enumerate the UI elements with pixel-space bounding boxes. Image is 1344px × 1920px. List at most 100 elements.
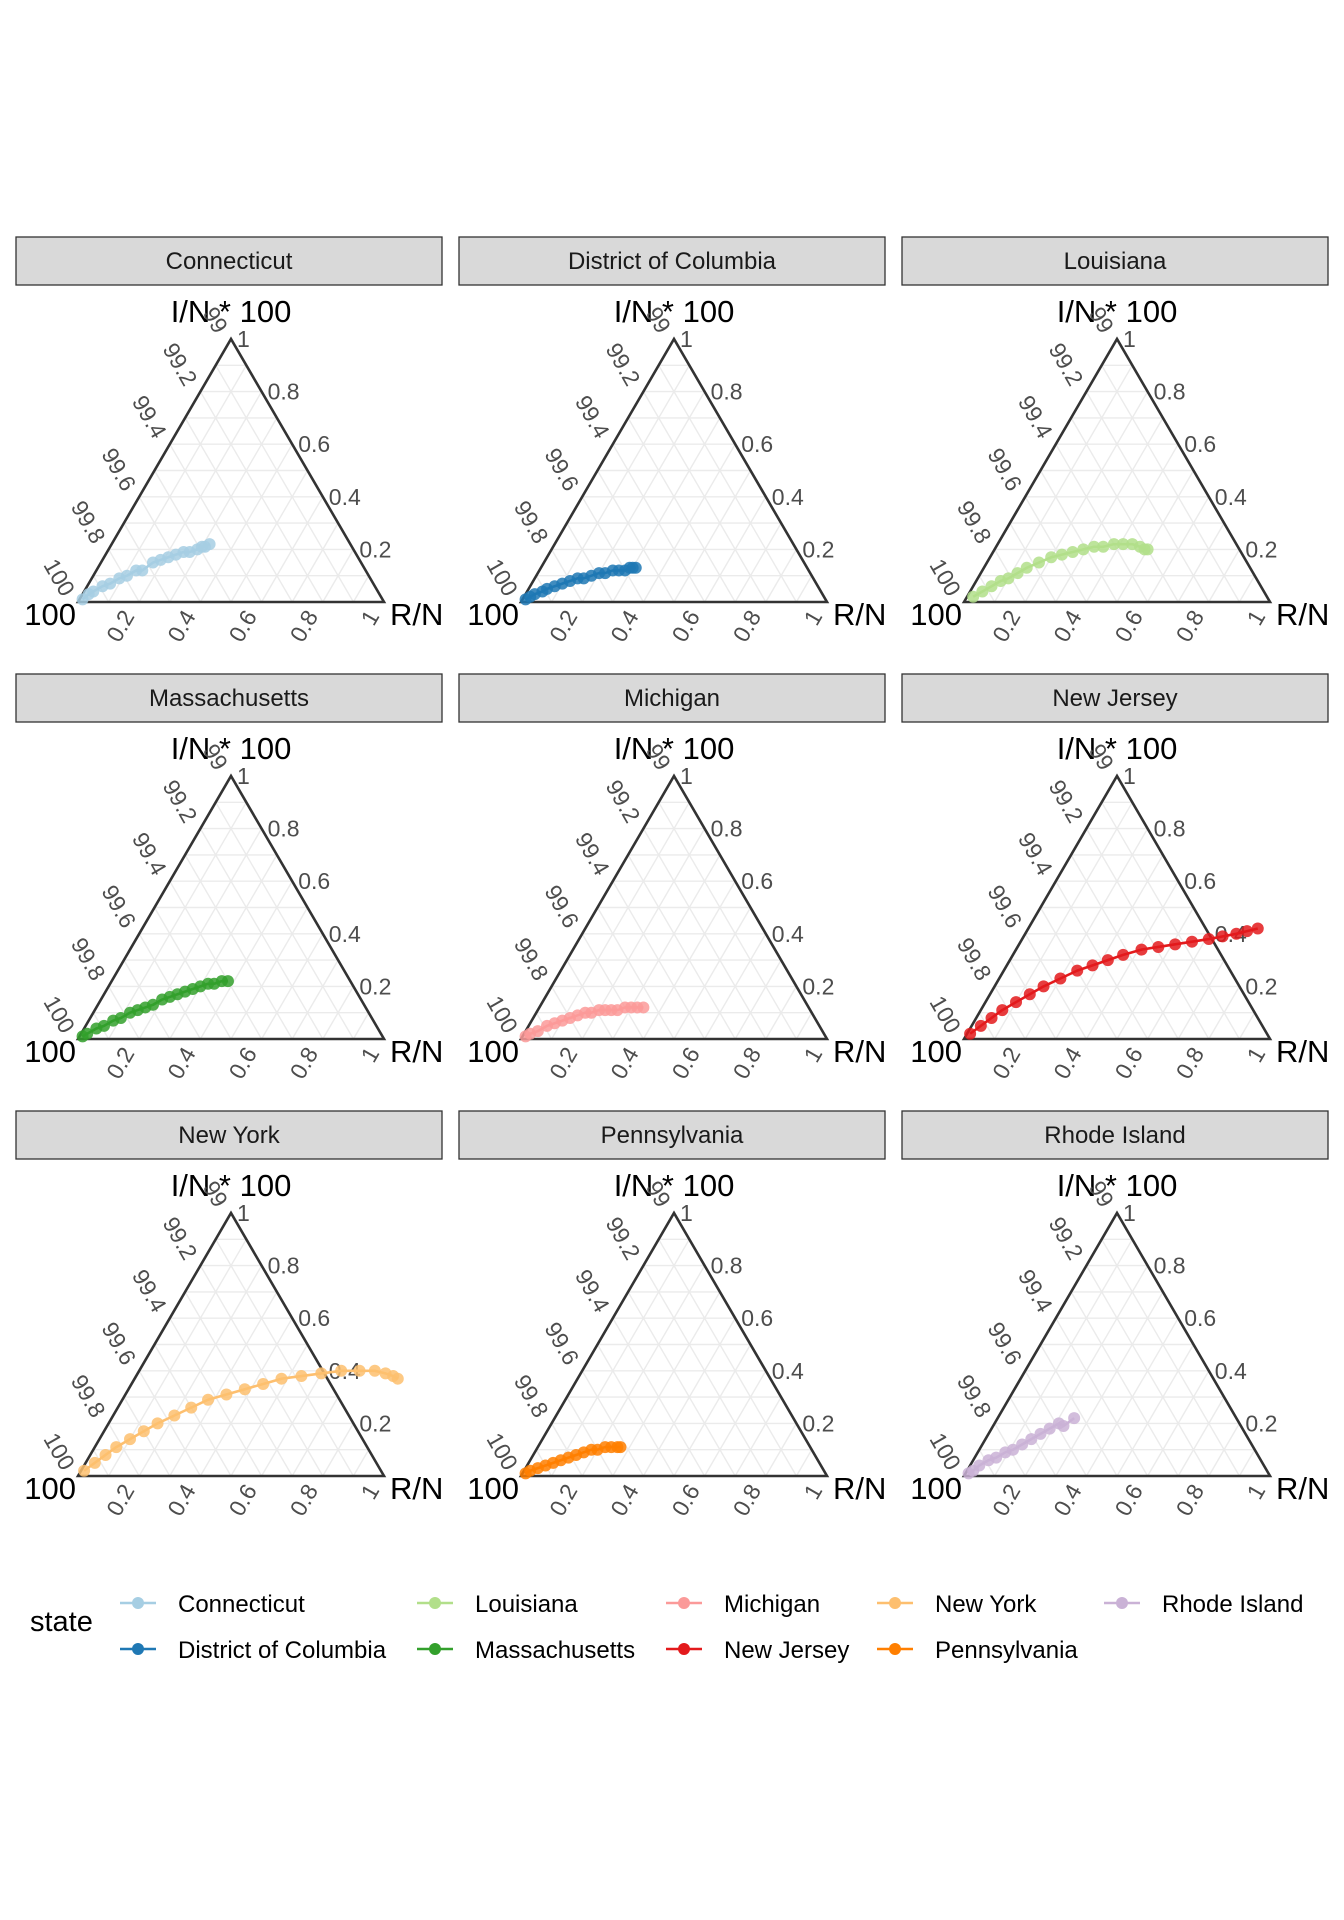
grid-line bbox=[765, 1423, 798, 1477]
left-tick-label: 100 bbox=[924, 1428, 966, 1474]
left-tick-label: 99.6 bbox=[539, 444, 584, 496]
data-point bbox=[295, 1370, 308, 1383]
grid-line bbox=[627, 854, 736, 1040]
grid-line bbox=[138, 933, 202, 1040]
bottom-tick-label: 0.6 bbox=[1109, 1043, 1148, 1084]
grid-line bbox=[352, 1012, 370, 1040]
left-tick-label: 99.2 bbox=[158, 775, 203, 827]
right-tick-label: 0.2 bbox=[359, 1410, 391, 1436]
grid-line bbox=[1101, 364, 1241, 603]
data-point bbox=[315, 1367, 328, 1380]
legend-key-point bbox=[429, 1597, 441, 1609]
data-point bbox=[368, 1364, 381, 1377]
right-tick-label: 0.2 bbox=[802, 536, 834, 562]
left-tick-label: 99.6 bbox=[539, 881, 584, 933]
data-point bbox=[1020, 561, 1033, 574]
data-point bbox=[151, 1417, 164, 1430]
data-point bbox=[1002, 572, 1015, 585]
grid-line bbox=[184, 1291, 293, 1477]
axis-title-top: I/N * 100 bbox=[1057, 731, 1178, 766]
right-tick-label: 0.2 bbox=[359, 973, 391, 999]
facet-panel-district-of-columbia: District of Columbia I/N * 100 100 R/N 100 99… bbox=[458, 236, 886, 646]
bottom-tick-label: 0.4 bbox=[162, 605, 201, 646]
bottom-tick-label: 1 bbox=[798, 1480, 827, 1504]
data-point bbox=[1101, 954, 1114, 967]
data-point bbox=[220, 1388, 233, 1401]
grid-line bbox=[138, 496, 202, 603]
bottom-tick-label: 0.8 bbox=[728, 1480, 767, 1521]
right-tick-label: 0.8 bbox=[711, 1253, 743, 1279]
legend-item: Michigan bbox=[666, 1591, 820, 1618]
bottom-tick-label: 1 bbox=[798, 1043, 827, 1067]
right-tick-label: 0.2 bbox=[1245, 1410, 1277, 1436]
legend-label: Rhode Island bbox=[1162, 1591, 1303, 1618]
data-point bbox=[637, 1001, 650, 1014]
right-tick-label: 0.2 bbox=[802, 1410, 834, 1436]
left-tick-label: 99.4 bbox=[127, 391, 172, 443]
data-point bbox=[136, 564, 149, 577]
bottom-tick-label: 0.4 bbox=[605, 1042, 644, 1083]
data-point bbox=[1055, 548, 1068, 561]
bottom-tick-label: 0.6 bbox=[223, 1480, 262, 1521]
right-tick-label: 0.6 bbox=[1184, 1305, 1216, 1331]
facet-strip-label: Michigan bbox=[624, 685, 720, 712]
grid-line bbox=[1208, 549, 1241, 603]
data-point bbox=[275, 1372, 288, 1385]
grid-line bbox=[322, 1423, 355, 1477]
grid-line bbox=[734, 959, 782, 1040]
legend-key-point bbox=[678, 1643, 690, 1655]
data-point bbox=[1066, 546, 1079, 559]
grid-line bbox=[566, 1396, 614, 1477]
grid-line bbox=[1070, 1291, 1179, 1477]
axis-title-left: 100 bbox=[910, 1471, 962, 1506]
grid-line bbox=[1101, 801, 1241, 1040]
right-tick-label: 0.4 bbox=[772, 1358, 804, 1384]
left-tick-label: 99.2 bbox=[601, 1212, 646, 1264]
data-point bbox=[973, 1459, 986, 1472]
grid-line bbox=[215, 364, 355, 603]
grid-line bbox=[795, 1012, 813, 1040]
legend-label: New Jersey bbox=[724, 1637, 849, 1664]
grid-line bbox=[581, 933, 645, 1040]
data-point bbox=[81, 1027, 94, 1040]
legend-item: Rhode Island bbox=[1104, 1591, 1303, 1618]
data-point bbox=[1169, 938, 1182, 951]
bottom-tick-label: 0.4 bbox=[1048, 1042, 1087, 1083]
data-point bbox=[964, 1027, 977, 1040]
grid-line bbox=[1116, 470, 1195, 603]
bottom-tick-label: 0.2 bbox=[101, 1043, 140, 1084]
data-point bbox=[335, 1364, 348, 1377]
right-tick-label: 1 bbox=[237, 763, 250, 789]
data-point bbox=[1117, 538, 1130, 551]
axis-title-top: I/N * 100 bbox=[614, 731, 735, 766]
bottom-tick-label: 1 bbox=[355, 606, 384, 630]
left-tick-label: 100 bbox=[481, 991, 523, 1037]
grid-line bbox=[703, 1370, 767, 1477]
left-tick-label: 100 bbox=[38, 554, 80, 600]
facet-panel-new-jersey: New Jersey I/N * 100 100 R/N 100 99.899.699.4… bbox=[901, 673, 1329, 1084]
data-point bbox=[1037, 980, 1050, 993]
grid-line bbox=[322, 986, 355, 1040]
bottom-tick-label: 0.6 bbox=[666, 1480, 705, 1521]
data-point bbox=[1016, 1438, 1029, 1451]
grid-line bbox=[1116, 907, 1195, 1040]
facet-strip-label: New York bbox=[178, 1122, 280, 1149]
legend-label: District of Columbia bbox=[178, 1637, 387, 1664]
grid-line bbox=[184, 417, 293, 603]
axis-title-top: I/N * 100 bbox=[614, 294, 735, 329]
right-tick-label: 1 bbox=[680, 326, 693, 352]
left-tick-label: 99.2 bbox=[158, 338, 203, 390]
legend-item: New York bbox=[877, 1591, 1037, 1618]
data-point bbox=[87, 585, 100, 598]
data-point bbox=[1251, 922, 1264, 935]
left-tick-label: 100 bbox=[924, 554, 966, 600]
right-tick-label: 0.8 bbox=[1154, 1253, 1186, 1279]
right-tick-label: 0.6 bbox=[1184, 868, 1216, 894]
bottom-tick-label: 1 bbox=[355, 1043, 384, 1067]
grid-line bbox=[123, 959, 171, 1040]
grid-line bbox=[322, 549, 355, 603]
data-point bbox=[1077, 543, 1090, 556]
left-tick-label: 99.2 bbox=[1044, 338, 1089, 390]
